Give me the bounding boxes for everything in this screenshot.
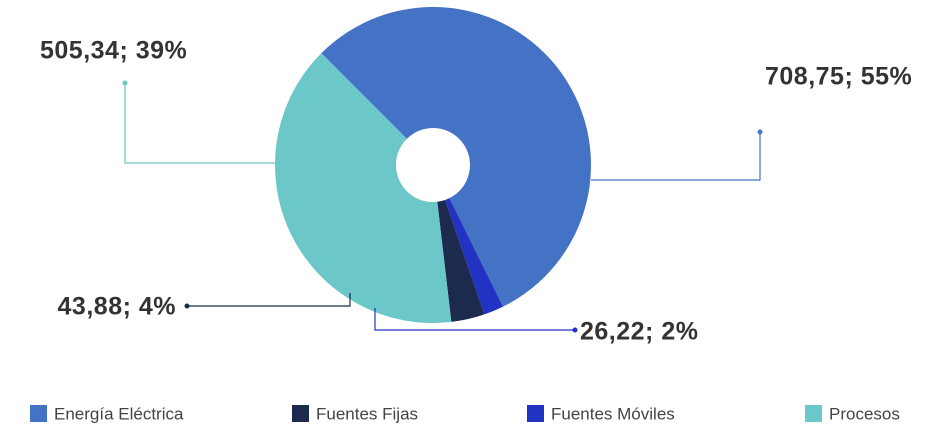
leader-dot (184, 303, 190, 309)
legend-swatch (292, 405, 309, 422)
leader-dot (572, 327, 578, 333)
leader-dot (122, 80, 128, 86)
value-label: 505,34; 39% (40, 37, 187, 65)
legend-swatch (30, 405, 47, 422)
value-label: 708,75; 55% (765, 63, 912, 91)
value-label: 26,22; 2% (580, 318, 698, 346)
leader-line (187, 293, 351, 307)
legend-swatch (527, 405, 544, 422)
legend-label: Fuentes Fijas (316, 404, 418, 423)
legend-label: Energía Eléctrica (54, 404, 184, 423)
slice (437, 199, 485, 322)
legend-label: Fuentes Móviles (551, 404, 675, 423)
leader-line (591, 132, 761, 181)
slice (321, 6, 592, 307)
value-label: 43,88; 4% (58, 293, 176, 321)
legend-label: Procesos (829, 404, 900, 423)
leader-line (374, 308, 575, 331)
slice (445, 198, 504, 315)
legend-swatch (805, 405, 822, 422)
leader-line (124, 83, 277, 164)
slice (274, 53, 452, 323)
leader-dot (757, 129, 763, 135)
